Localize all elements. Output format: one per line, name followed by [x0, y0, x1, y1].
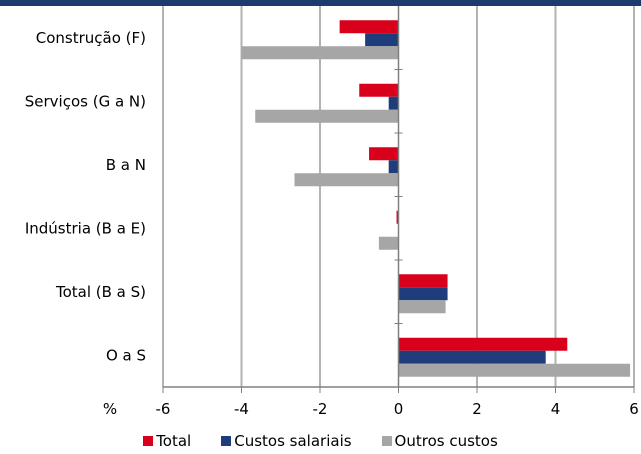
bar-outros-custos — [398, 363, 631, 377]
bar-total — [398, 274, 448, 288]
bar-custos-salariais — [365, 33, 399, 47]
category-label: O a S — [106, 346, 146, 364]
x-tick-label: 6 — [629, 400, 639, 418]
bar-custos-salariais — [388, 160, 399, 174]
bar-outros-custos — [378, 236, 399, 250]
legend-item-outros-custos: Outros custos — [381, 430, 498, 452]
category-label: Indústria (B a E) — [25, 219, 146, 237]
bar-outros-custos — [294, 173, 399, 187]
category-label: Total (B a S) — [55, 283, 146, 301]
legend-item-custos-salariais: Custos salariais — [221, 430, 352, 452]
legend-label-outros-custos: Outros custos — [394, 432, 498, 450]
x-tick-label: 4 — [551, 400, 561, 418]
bar-outros-custos — [398, 300, 446, 314]
bar-chart: -6 -4 -2 0 2 4 6% Construção (F) Serviços (G a N… — [0, 0, 641, 418]
legend-swatch-custos-salariais — [221, 436, 232, 446]
x-tick-label: 2 — [472, 400, 482, 418]
x-tick-label: -4 — [234, 400, 249, 418]
bar-custos-salariais — [398, 287, 448, 301]
bar-total — [396, 210, 399, 224]
x-tick-label: -6 — [156, 400, 171, 418]
x-tick-label: -2 — [313, 400, 328, 418]
bar-total — [398, 337, 568, 351]
bar-total — [339, 20, 399, 34]
bar-total — [359, 83, 399, 97]
legend-swatch-outros-custos — [381, 436, 392, 446]
x-tick-label: 0 — [394, 400, 404, 418]
legend-item-total: Total — [143, 430, 191, 452]
x-unit-label: % — [103, 400, 117, 418]
bar-custos-salariais — [388, 96, 399, 110]
category-label: Serviços (G a N) — [25, 92, 146, 110]
legend-label-total: Total — [156, 432, 192, 450]
legend: Total Custos salariais Outros custos — [0, 430, 641, 452]
bar-outros-custos — [241, 46, 399, 60]
legend-swatch-total — [143, 436, 154, 446]
bar-custos-salariais — [398, 350, 546, 364]
bar-total — [369, 147, 399, 161]
category-label: Construção (F) — [36, 29, 146, 47]
legend-label-custos-salariais: Custos salariais — [234, 432, 352, 450]
category-label: B a N — [106, 156, 146, 174]
header-strip — [0, 0, 641, 6]
bar-outros-custos — [255, 109, 399, 123]
